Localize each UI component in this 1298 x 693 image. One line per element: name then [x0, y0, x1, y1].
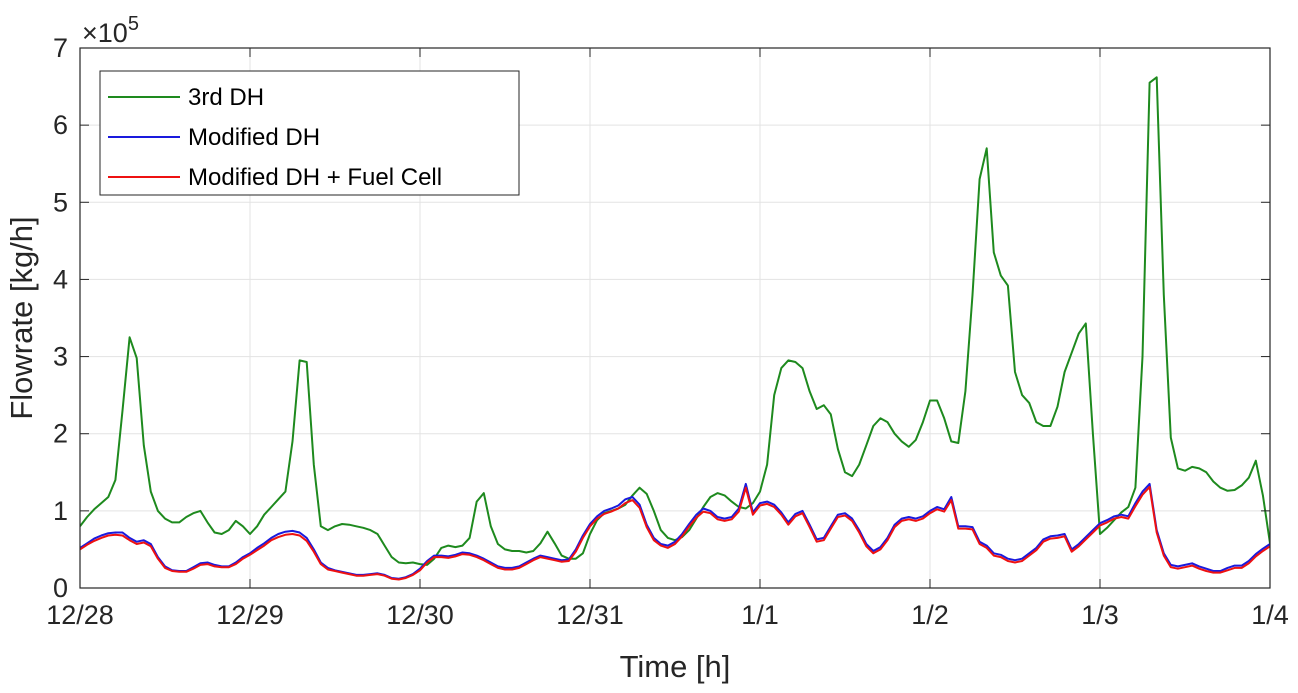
legend-entry-label: Modified DH [188, 124, 320, 151]
legend-box [99, 70, 520, 196]
series-line-3 [80, 485, 1270, 581]
y-tick-label: 2 [53, 419, 68, 449]
grid-lines [80, 48, 1270, 588]
legend-entry-label: Modified DH + Fuel Cell [188, 164, 442, 191]
series-lines [80, 76, 1270, 581]
y-tick-label: 7 [53, 33, 68, 63]
y-exponent-base: ×10 [82, 18, 128, 48]
legend: 3rd DH Modified DH Modified DH + Fuel Cell [99, 70, 520, 196]
axis-ticks [79, 47, 1271, 589]
y-exponent-label: ×105 [82, 13, 139, 48]
x-tick-label: 1/3 [1081, 600, 1119, 630]
y-tick-label: 0 [53, 573, 68, 603]
x-tick-label: 12/28 [46, 600, 114, 630]
x-tick-label: 12/30 [386, 600, 454, 630]
x-tick-label: 12/31 [556, 600, 624, 630]
x-axis-label: Time [h] [620, 649, 731, 684]
x-tick-label: 12/29 [216, 600, 284, 630]
x-tick-label: 1/2 [911, 600, 949, 630]
series-line-1 [80, 76, 1270, 566]
x-tick-labels: 12/28 12/29 12/30 12/31 1/1 1/2 1/3 1/4 [46, 600, 1289, 630]
y-exponent-power: 5 [128, 13, 139, 35]
series-line-2 [80, 482, 1270, 580]
y-tick-label: 5 [53, 187, 68, 217]
legend-entry-label: 3rd DH [188, 84, 264, 111]
y-tick-label: 1 [53, 496, 68, 526]
plot-frame [79, 47, 1271, 589]
y-axis-label: Flowrate [kg/h] [4, 216, 39, 419]
x-tick-label: 1/1 [741, 600, 779, 630]
y-tick-labels: 0 1 2 3 4 5 6 7 [53, 33, 68, 603]
y-tick-label: 3 [53, 342, 68, 372]
x-tick-label: 1/4 [1251, 600, 1289, 630]
y-tick-label: 4 [53, 264, 68, 294]
y-tick-label: 6 [53, 110, 68, 140]
